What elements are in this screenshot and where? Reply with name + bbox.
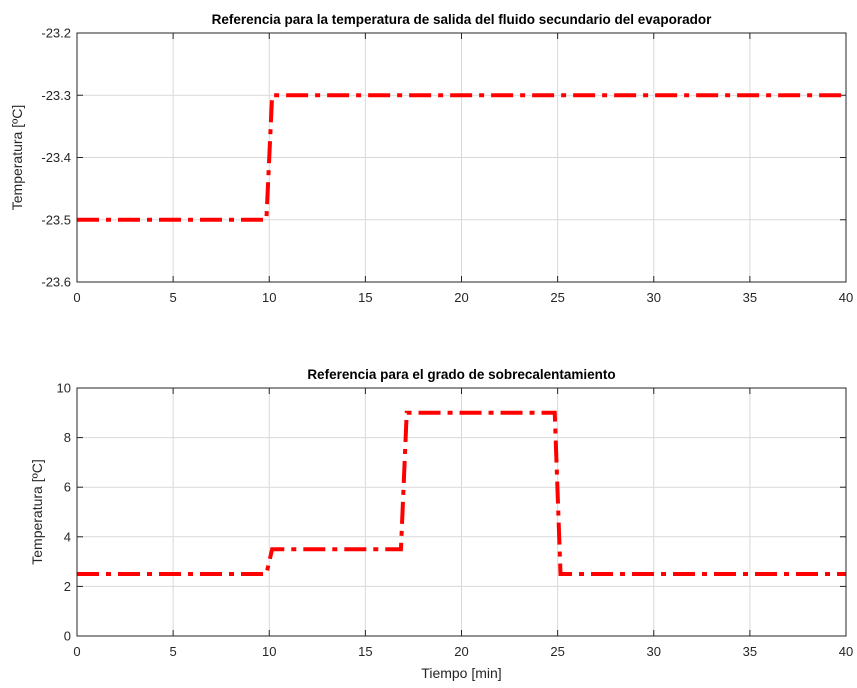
y-tick-label: 8 bbox=[64, 430, 71, 445]
x-tick-label: 40 bbox=[839, 290, 853, 305]
x-tick-label: 5 bbox=[170, 290, 177, 305]
x-tick-label: 15 bbox=[358, 644, 372, 659]
chart-title: Referencia para la temperatura de salida… bbox=[212, 12, 712, 27]
x-tick-label: 5 bbox=[170, 644, 177, 659]
y-tick-label: -23.6 bbox=[41, 275, 71, 290]
x-tick-label: 0 bbox=[73, 290, 80, 305]
chart-title: Referencia para el grado de sobrecalenta… bbox=[307, 367, 615, 382]
x-tick-label: 20 bbox=[454, 644, 468, 659]
axes-frame bbox=[76, 32, 847, 283]
x-tick-label: 40 bbox=[839, 644, 853, 659]
x-tick-label: 0 bbox=[73, 644, 80, 659]
y-tick-label: 2 bbox=[64, 579, 71, 594]
series-line-1 bbox=[77, 93, 846, 222]
x-tick-label: 30 bbox=[647, 644, 661, 659]
series-line-1 bbox=[77, 410, 846, 576]
y-tick-label: 0 bbox=[64, 629, 71, 644]
y-tick-label: 10 bbox=[57, 381, 71, 396]
plot-panel-2: 0 5 10 15 20 25 30 35 40 0 2 4 6 8 10 Referencia para e… bbox=[29, 367, 853, 681]
x-tick-label: 15 bbox=[358, 290, 372, 305]
x-tick-label: 35 bbox=[743, 290, 757, 305]
y-tick-label: -23.4 bbox=[41, 150, 71, 165]
x-axis-label: Tiempo [min] bbox=[421, 665, 501, 681]
y-tick-label: -23.2 bbox=[41, 26, 71, 41]
y-axis-label: Temperatura [ºC] bbox=[29, 459, 45, 565]
y-tick-label: 6 bbox=[64, 480, 71, 495]
x-tick-label: 25 bbox=[550, 644, 564, 659]
x-tick-label: 10 bbox=[262, 290, 276, 305]
x-tick-label: 10 bbox=[262, 644, 276, 659]
plot-panel-1: 0 5 10 15 20 25 30 35 40 -23.6 -23.5 -23.4 -23.3 -23.… bbox=[9, 12, 853, 305]
y-axis-label: Temperatura [ºC] bbox=[9, 105, 25, 211]
axes-frame bbox=[76, 387, 847, 637]
y-tick-label: -23.3 bbox=[41, 88, 71, 103]
x-tick-label: 30 bbox=[647, 290, 661, 305]
x-tick-label: 35 bbox=[743, 644, 757, 659]
x-tick-label: 20 bbox=[454, 290, 468, 305]
x-tick-label: 25 bbox=[550, 290, 564, 305]
y-tick-label: -23.5 bbox=[41, 212, 71, 227]
y-tick-label: 4 bbox=[64, 529, 71, 544]
